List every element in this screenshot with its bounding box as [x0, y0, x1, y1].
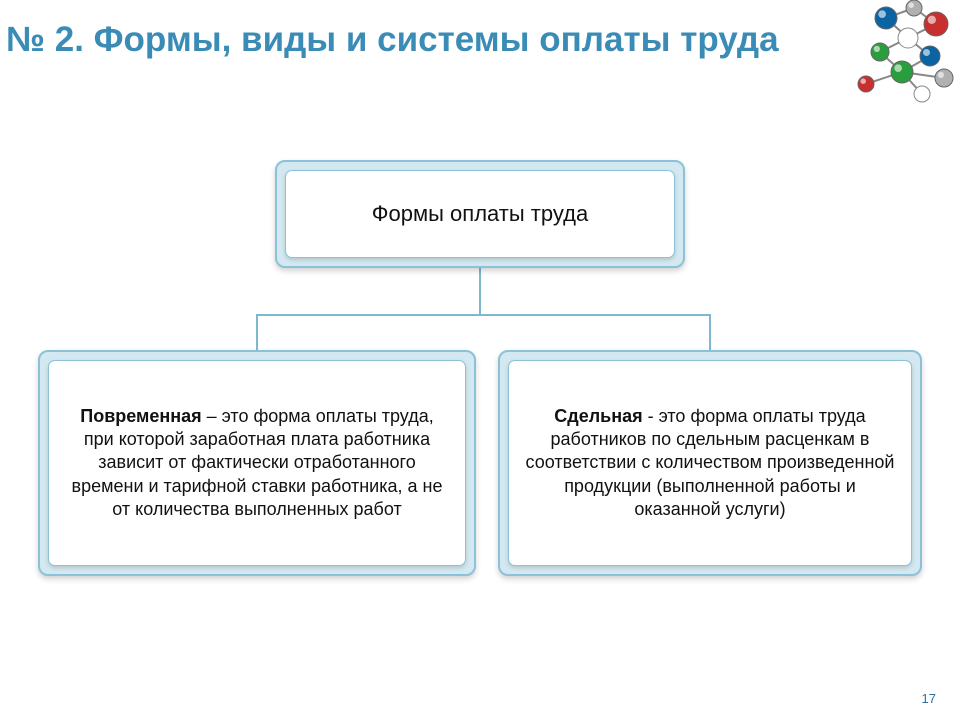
child-node-right: Сдельная - это форма оплаты труда работн…	[498, 350, 922, 576]
child-node-left-label: Повременная – это форма оплаты труда, пр…	[48, 360, 466, 566]
connector-drop-right	[709, 314, 711, 350]
root-node: Формы оплаты труда	[275, 160, 685, 268]
root-node-label: Формы оплаты труда	[285, 170, 675, 258]
root-text: Формы оплаты труда	[372, 200, 588, 229]
connector-hsplit	[256, 314, 710, 316]
connector-drop-left	[256, 314, 258, 350]
child-right-text: Сдельная - это форма оплаты труда работн…	[525, 405, 895, 522]
child-left-text: Повременная – это форма оплаты труда, пр…	[65, 405, 449, 522]
slide-title: № 2. Формы, виды и системы оплаты труда	[0, 18, 886, 62]
child-node-left: Повременная – это форма оплаты труда, пр…	[38, 350, 476, 576]
child-node-right-label: Сдельная - это форма оплаты труда работн…	[508, 360, 912, 566]
child-right-bold: Сдельная	[554, 406, 642, 426]
page-number: 17	[922, 691, 936, 706]
molecule-decoration	[844, 0, 960, 114]
diagram-area: Формы оплаты труда Повременная – это фор…	[20, 160, 940, 620]
child-left-bold: Повременная	[80, 406, 201, 426]
connector-trunk	[479, 268, 481, 314]
